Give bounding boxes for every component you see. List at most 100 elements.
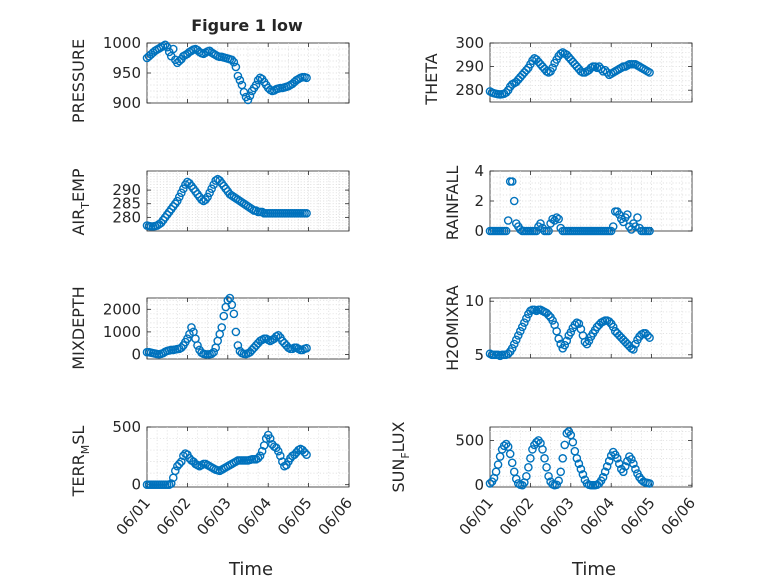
data-point (558, 454, 568, 463)
ylabel-theta: THETA (422, 53, 441, 105)
data-point (503, 216, 513, 225)
data-point (604, 456, 614, 466)
data-point (544, 310, 553, 320)
data-point (631, 464, 640, 474)
data-point (219, 311, 229, 321)
data-point (229, 309, 239, 319)
data-point (160, 40, 170, 50)
data-point (516, 225, 525, 234)
ylabel-sun-flux-subscript: F (399, 452, 412, 458)
data-point (574, 319, 584, 329)
data-point (631, 222, 640, 231)
ylabel-air-temp-subscript: T (79, 202, 92, 210)
x-tick-label: 06/03 (536, 494, 578, 539)
xlabel-time-right: Time (571, 559, 616, 580)
x-tick-label: 06/05 (617, 494, 659, 539)
data-point (528, 56, 537, 66)
data-point (179, 184, 188, 194)
data-point (217, 323, 227, 332)
data-point (235, 75, 245, 85)
ylabel-terr-msl-main: TERR (69, 454, 88, 497)
data-point (493, 460, 503, 469)
data-point (645, 68, 654, 77)
x-tick-label: 06/06 (657, 494, 699, 539)
data-point (253, 75, 263, 85)
xlabel-time-left: Time (228, 559, 273, 580)
data-point (552, 326, 561, 336)
data-point (509, 339, 519, 349)
data-point (612, 454, 622, 463)
data-point (524, 462, 533, 472)
data-point (170, 466, 180, 476)
x-tick-label: 06/02 (153, 494, 195, 539)
data-point (177, 188, 186, 198)
data-point (643, 331, 652, 340)
data-point (233, 71, 243, 81)
x-tick-label: 06/05 (274, 494, 316, 539)
data-point (172, 196, 182, 206)
data-point (273, 330, 283, 340)
x-tick-label: 06/06 (314, 494, 356, 539)
data-point (177, 457, 186, 466)
ylabel-air-temp-main: AIR (69, 209, 88, 236)
data-point (183, 334, 192, 343)
data-point (608, 222, 618, 231)
y-tick-label: 0 (131, 476, 141, 494)
y-tick-label: 2 (474, 192, 484, 210)
data-point (509, 196, 519, 206)
ylabel-mixdepth: MIXDEPTH (69, 286, 88, 369)
y-tick-label: 2000 (103, 300, 141, 318)
data-point (645, 333, 654, 342)
data-point (580, 337, 590, 347)
y-tick-label: 290 (112, 181, 141, 199)
data-point (554, 214, 563, 224)
ylabel-air-temp: AIRTEMP (69, 168, 92, 235)
data-point (175, 192, 184, 202)
data-point (608, 322, 618, 332)
data-point (596, 64, 606, 74)
data-point (209, 180, 218, 189)
data-point (552, 213, 561, 222)
data-point (526, 454, 535, 463)
data-point (576, 464, 586, 474)
ylabel-sun-flux-rest: LUX (389, 421, 408, 452)
ylabel-terr-msl-subscript: M (79, 445, 92, 455)
data-point (499, 441, 509, 451)
data-point (166, 479, 176, 488)
y-tick-label: 1000 (103, 323, 141, 341)
data-point (522, 471, 531, 481)
data-point (251, 206, 261, 215)
data-point (243, 95, 253, 105)
data-point (536, 219, 545, 228)
data-point (513, 479, 523, 488)
data-point (538, 445, 547, 454)
data-point (205, 188, 214, 198)
data-point (175, 459, 184, 469)
data-point (604, 317, 614, 326)
data-point (302, 450, 311, 459)
data-point (302, 343, 311, 353)
data-point (507, 344, 517, 353)
data-point (207, 349, 216, 359)
data-point (633, 213, 642, 222)
data-point (528, 445, 537, 454)
data-point (582, 479, 592, 488)
y-tick-label: 280 (455, 81, 484, 99)
ylabel-air-temp-rest: EMP (69, 168, 88, 202)
data-point (568, 437, 578, 447)
data-point (203, 192, 212, 202)
ylabel-rainfall: RAINFALL (443, 166, 462, 241)
y-tick-label: 1000 (103, 34, 141, 52)
subplot-5: 0 1000 2000 (103, 293, 350, 363)
data-point (522, 314, 531, 323)
data-point (520, 318, 529, 327)
y-tick-label: 300 (455, 34, 484, 52)
data-point (302, 208, 311, 218)
data-point (548, 316, 557, 325)
data-point (485, 479, 495, 488)
subplot-2: 280 290 300 (455, 34, 693, 103)
y-tick-label: 900 (112, 94, 141, 112)
data-point (193, 341, 202, 350)
x-tick-label: 06/02 (496, 494, 538, 539)
data-point (276, 451, 285, 461)
